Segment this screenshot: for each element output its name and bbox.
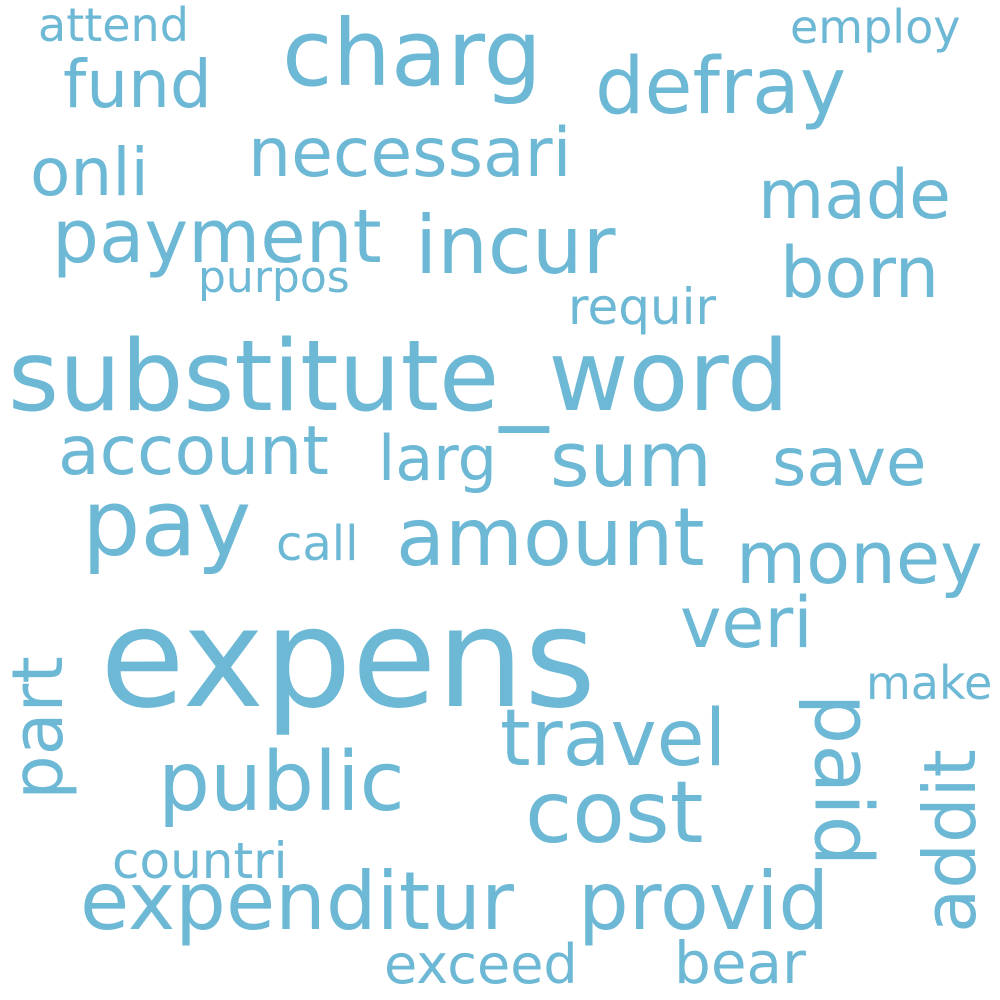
word-cost: cost <box>525 763 704 863</box>
word-necessari: necessari <box>248 114 572 193</box>
word-pay: pay <box>82 470 252 577</box>
word-part: part <box>0 656 79 800</box>
word-bear: bear <box>674 929 806 997</box>
word-addit: addit <box>907 749 992 933</box>
word-requir: requir <box>568 278 717 336</box>
word-made: made <box>758 156 951 235</box>
word-expens: expens <box>100 578 597 739</box>
word-larg: larg <box>378 422 497 495</box>
word-born: born <box>780 232 940 314</box>
word-charg: charg <box>282 0 542 107</box>
word-substitute-word: substitute_word <box>8 320 790 434</box>
word-fund: fund <box>63 46 212 123</box>
word-make: make <box>866 656 993 710</box>
word-sum: sum <box>550 415 712 504</box>
word-expenditur: expenditur <box>80 855 514 948</box>
word-attend: attend <box>38 0 189 52</box>
word-payment: payment <box>52 194 382 280</box>
word-save: save <box>772 424 927 501</box>
word-call: call <box>276 516 359 572</box>
word-travel: travel <box>500 694 727 784</box>
word-money: money <box>736 516 983 600</box>
word-provid: provid <box>578 855 830 948</box>
word-defray: defray <box>595 42 846 132</box>
word-employ: employ <box>790 0 961 54</box>
word-account: account <box>58 412 329 491</box>
word-exceed: exceed <box>384 933 578 996</box>
word-paid: paid <box>796 693 890 867</box>
word-onli: onli <box>30 134 149 211</box>
word-public: public <box>158 735 405 830</box>
word-purpos: purpos <box>198 252 350 303</box>
word-veri: veri <box>680 582 813 664</box>
word-amount: amount <box>396 491 705 584</box>
word-countri: countri <box>112 832 288 890</box>
word-incur: incur <box>415 199 616 292</box>
